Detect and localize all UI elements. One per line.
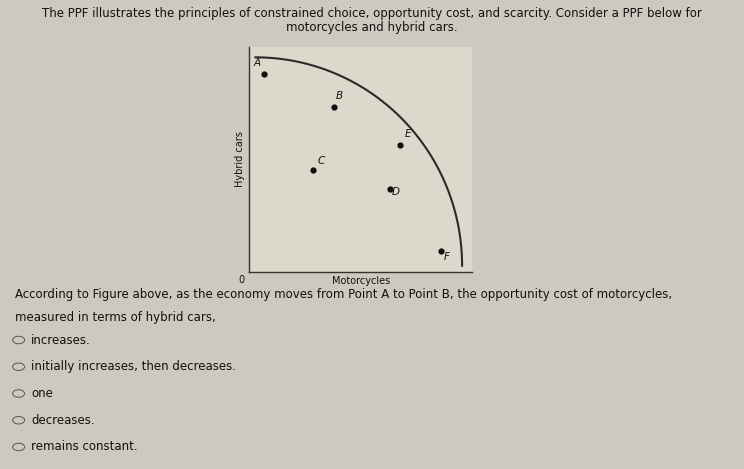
Text: A: A <box>254 58 260 68</box>
Text: one: one <box>31 387 53 400</box>
Text: initially increases, then decreases.: initially increases, then decreases. <box>31 360 237 373</box>
Text: E: E <box>404 129 411 139</box>
Text: 0: 0 <box>238 275 244 285</box>
Text: B: B <box>336 91 343 101</box>
X-axis label: Motorcycles: Motorcycles <box>332 276 390 286</box>
Text: C: C <box>318 156 324 166</box>
Text: increases.: increases. <box>31 333 91 347</box>
Text: remains constant.: remains constant. <box>31 440 138 454</box>
Y-axis label: Hybrid cars: Hybrid cars <box>235 131 245 188</box>
Text: F: F <box>443 251 449 262</box>
Text: decreases.: decreases. <box>31 414 95 427</box>
Text: According to Figure above, as the economy moves from Point A to Point B, the opp: According to Figure above, as the econom… <box>15 288 672 302</box>
Text: motorcycles and hybrid cars.: motorcycles and hybrid cars. <box>286 21 458 34</box>
Text: measured in terms of hybrid cars,: measured in terms of hybrid cars, <box>15 311 216 324</box>
Text: D: D <box>392 187 400 197</box>
Text: The PPF illustrates the principles of constrained choice, opportunity cost, and : The PPF illustrates the principles of co… <box>42 7 702 20</box>
